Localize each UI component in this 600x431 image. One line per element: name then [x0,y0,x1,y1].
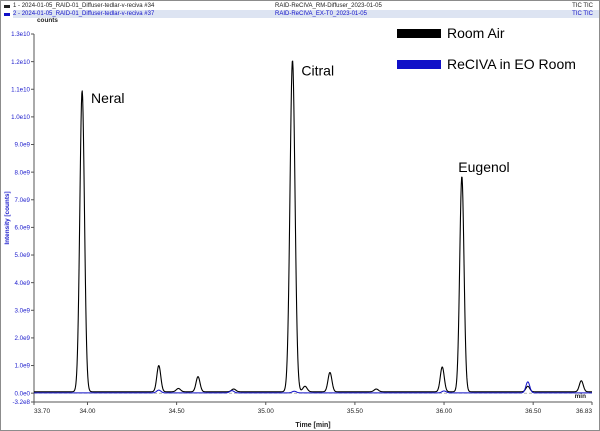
peak-label: Citral [301,62,334,78]
y-tick-label: 1.1e10 [11,86,30,93]
y-tick-label: 2.0e9 [15,335,31,342]
x-tick-label: 36.83 [576,408,592,415]
y-tick-label: 1.2e10 [11,59,30,66]
y-tick-label: 5.0e9 [15,252,31,259]
x-tick-label: 34.50 [169,408,185,415]
x-tick-label: 34.00 [79,408,95,415]
run1-header-row[interactable]: 1 - 2024-01-05_RAID-01_Diffuser-tedlar-v… [13,2,599,10]
y-tick-label: 6.0e9 [15,225,31,232]
trace-series-2 [33,381,593,394]
y-units-label: counts [37,17,58,24]
run2-title: RAID-ReCIVA_EX-T0_2023-01-05 [275,11,367,17]
run2-file-label: 2 - 2024-01-05_RAID-01_Diffuser-tedlar-v… [13,10,154,18]
y-tick-label: 9.0e9 [15,142,31,149]
legend-swatch-1 [397,29,441,38]
y-tick-label: 7.0e9 [15,197,31,204]
run1-index: 1 - [13,3,21,9]
traces-group [33,60,593,394]
peak-annotations-group: Neral Citral Eugenol [91,62,510,175]
y-tick-label: 1.0e10 [11,114,30,121]
trace-series-1 [33,60,593,393]
legend-label-2: ReCIVA in EO Room [447,56,576,72]
legend-label-1: Room Air [447,25,505,41]
run2-signal: TIC TIC [572,11,593,17]
x-tick-label: 35.50 [347,408,363,415]
y-tick-label: 8.0e9 [15,169,31,176]
x-tick-label: 35.00 [258,408,274,415]
y-tick-label: 0.0e0 [15,390,31,397]
y-tick-label: 1.0e9 [15,363,31,370]
run2-index: 2 - [13,11,21,17]
peak-label: Neral [91,90,124,106]
y-ticks-group: 1.3e10 1.2e10 1.1e10 1.0e10 9.0e9 8.0e9 7.0e9 6… [11,31,34,406]
run1-file: 2024-01-05_RAID-01_Diffuser-tedlar-v-rec… [21,3,155,9]
run1-color-swatch [4,5,10,8]
x-tick-label: 36.50 [525,408,541,415]
run2-color-swatch [4,13,10,16]
x-axis-title: Time [min] [295,422,330,429]
legend-swatch-2 [397,60,441,69]
y-tick-label: 1.3e10 [11,31,30,38]
y-tick-label: 4.0e9 [15,280,31,287]
x-unit-label: min [575,393,586,400]
run2-file: 2024-01-05_RAID-01_Diffuser-tedlar-v-rec… [21,11,155,17]
x-tick-label: 33.70 [34,408,50,415]
y-tick-label: 3.0e9 [15,307,31,314]
x-tick-label: 36.00 [436,408,452,415]
y-tick-label: -3.2e8 [12,399,30,406]
peak-label: Eugenol [458,159,509,175]
run1-signal: TIC TIC [572,3,593,9]
x-ticks-group: 33.70 34.00 34.50 35.00 35.50 36.00 36.50 36.83 [33,402,593,415]
legend: Room Air ReCIVA in EO Room [397,25,576,72]
run2-header-row[interactable]: 2 - 2024-01-05_RAID-01_Diffuser-tedlar-v… [13,10,599,18]
y-axis-title: Intensity [counts] [4,191,11,244]
run1-file-label: 1 - 2024-01-05_RAID-01_Diffuser-tedlar-v… [13,2,154,10]
run1-title: RAID-ReCIVA_RM-Diffuser_2023-01-05 [275,3,382,9]
